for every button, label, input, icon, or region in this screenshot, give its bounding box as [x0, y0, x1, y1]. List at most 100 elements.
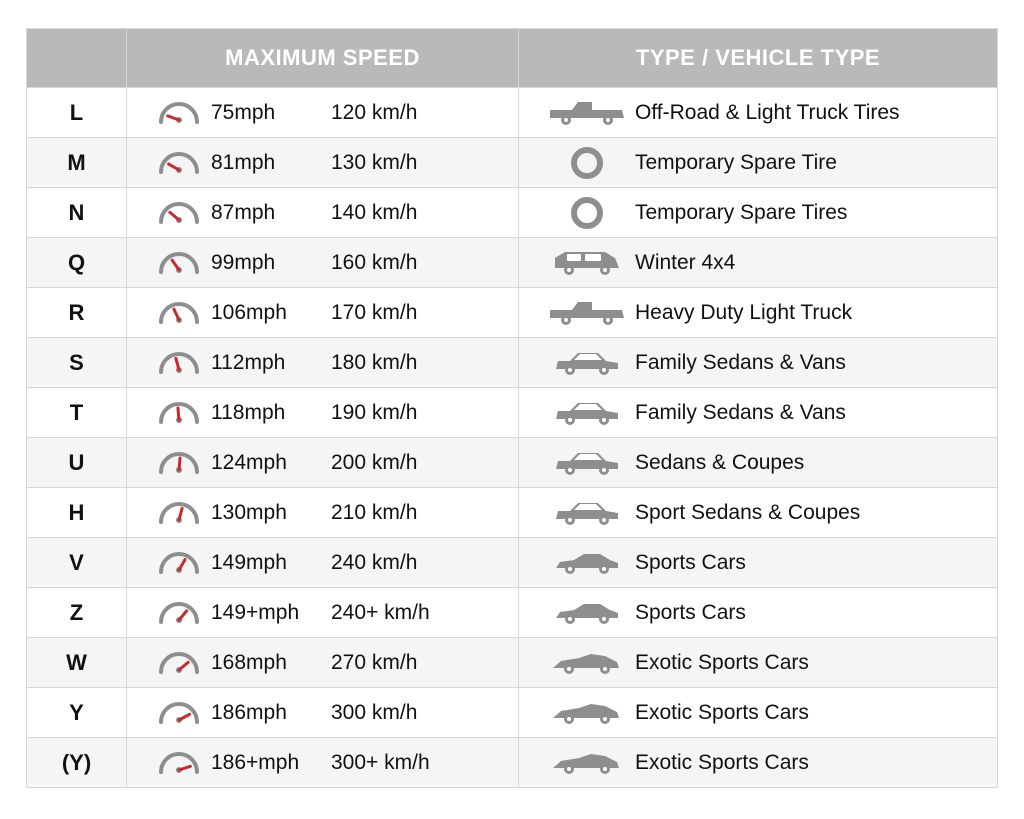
speed-mph: 106mph — [211, 301, 331, 325]
table-row: H 130mph 210 km/h Sport Sedans & Coupes — [27, 487, 997, 537]
type-cell: Family Sedans & Vans — [519, 388, 997, 437]
table-row: V 149mph 240 km/h Sports Cars — [27, 537, 997, 587]
gauge-icon — [147, 550, 211, 576]
vehicle-type-label: Family Sedans & Vans — [635, 351, 846, 375]
speed-kmh: 120 km/h — [331, 101, 417, 125]
rating-code: V — [27, 538, 127, 587]
vehicle-type-label: Sports Cars — [635, 551, 746, 575]
gauge-icon — [147, 150, 211, 176]
type-cell: Sports Cars — [519, 538, 997, 587]
table-row: R 106mph 170 km/h Heavy Duty Light Truck — [27, 287, 997, 337]
speed-mph: 130mph — [211, 501, 331, 525]
type-cell: Temporary Spare Tire — [519, 138, 997, 187]
speed-kmh: 200 km/h — [331, 451, 417, 475]
speed-cell: 118mph 190 km/h — [127, 388, 519, 437]
table-row: L 75mph 120 km/h Off-Road & Light Truck … — [27, 87, 997, 137]
speed-mph: 124mph — [211, 451, 331, 475]
vehicle-icon — [539, 98, 635, 128]
speed-cell: 106mph 170 km/h — [127, 288, 519, 337]
speed-cell: 149mph 240 km/h — [127, 538, 519, 587]
type-cell: Temporary Spare Tires — [519, 188, 997, 237]
speed-kmh: 240+ km/h — [331, 601, 430, 625]
vehicle-icon — [539, 196, 635, 230]
rating-code: N — [27, 188, 127, 237]
vehicle-type-label: Off-Road & Light Truck Tires — [635, 101, 900, 125]
vehicle-type-label: Exotic Sports Cars — [635, 701, 809, 725]
table-row: S 112mph 180 km/h Family Sedans & Vans — [27, 337, 997, 387]
vehicle-type-label: Exotic Sports Cars — [635, 751, 809, 775]
vehicle-icon — [539, 248, 635, 278]
speed-mph: 87mph — [211, 201, 331, 225]
gauge-icon — [147, 750, 211, 776]
gauge-icon — [147, 100, 211, 126]
vehicle-icon — [539, 146, 635, 180]
gauge-icon — [147, 450, 211, 476]
speed-kmh: 300 km/h — [331, 701, 417, 725]
type-cell: Sports Cars — [519, 588, 997, 637]
vehicle-icon — [539, 298, 635, 328]
type-cell: Family Sedans & Vans — [519, 338, 997, 387]
vehicle-type-label: Family Sedans & Vans — [635, 401, 846, 425]
table-row: Q 99mph 160 km/h Winter 4x4 — [27, 237, 997, 287]
header-type: TYPE / VEHICLE TYPE — [519, 29, 997, 87]
rating-code: T — [27, 388, 127, 437]
rating-code: S — [27, 338, 127, 387]
speed-kmh: 140 km/h — [331, 201, 417, 225]
speed-kmh: 190 km/h — [331, 401, 417, 425]
type-cell: Off-Road & Light Truck Tires — [519, 88, 997, 137]
speed-kmh: 240 km/h — [331, 551, 417, 575]
speed-cell: 168mph 270 km/h — [127, 638, 519, 687]
speed-cell: 81mph 130 km/h — [127, 138, 519, 187]
speed-kmh: 180 km/h — [331, 351, 417, 375]
gauge-icon — [147, 700, 211, 726]
speed-mph: 149mph — [211, 551, 331, 575]
speed-mph: 112mph — [211, 351, 331, 375]
vehicle-type-label: Sedans & Coupes — [635, 451, 804, 475]
speed-cell: 75mph 120 km/h — [127, 88, 519, 137]
rating-code: U — [27, 438, 127, 487]
speed-cell: 112mph 180 km/h — [127, 338, 519, 387]
header-speed: MAXIMUM SPEED — [127, 29, 519, 87]
rating-code: H — [27, 488, 127, 537]
speed-cell: 99mph 160 km/h — [127, 238, 519, 287]
header-code — [27, 29, 127, 87]
speed-kmh: 300+ km/h — [331, 751, 430, 775]
type-cell: Exotic Sports Cars — [519, 688, 997, 737]
speed-rating-table: MAXIMUM SPEED TYPE / VEHICLE TYPE L 75mp… — [26, 28, 998, 788]
rating-code: R — [27, 288, 127, 337]
vehicle-icon — [539, 751, 635, 775]
rating-code: L — [27, 88, 127, 137]
gauge-icon — [147, 200, 211, 226]
rating-code: Q — [27, 238, 127, 287]
type-cell: Exotic Sports Cars — [519, 738, 997, 787]
vehicle-type-label: Sport Sedans & Coupes — [635, 501, 860, 525]
speed-mph: 168mph — [211, 651, 331, 675]
vehicle-type-label: Temporary Spare Tire — [635, 151, 837, 175]
type-cell: Heavy Duty Light Truck — [519, 288, 997, 337]
rating-code: M — [27, 138, 127, 187]
speed-mph: 81mph — [211, 151, 331, 175]
rating-code: Y — [27, 688, 127, 737]
speed-mph: 186mph — [211, 701, 331, 725]
gauge-icon — [147, 350, 211, 376]
gauge-icon — [147, 400, 211, 426]
speed-cell: 130mph 210 km/h — [127, 488, 519, 537]
speed-kmh: 160 km/h — [331, 251, 417, 275]
speed-cell: 149+mph 240+ km/h — [127, 588, 519, 637]
vehicle-type-label: Sports Cars — [635, 601, 746, 625]
speed-mph: 186+mph — [211, 751, 331, 775]
rating-code: Z — [27, 588, 127, 637]
vehicle-icon — [539, 701, 635, 725]
gauge-icon — [147, 650, 211, 676]
gauge-icon — [147, 250, 211, 276]
vehicle-type-label: Winter 4x4 — [635, 251, 735, 275]
gauge-icon — [147, 500, 211, 526]
speed-cell: 186mph 300 km/h — [127, 688, 519, 737]
table-row: Y 186mph 300 km/h Exotic Sports Cars — [27, 687, 997, 737]
vehicle-icon — [539, 600, 635, 626]
vehicle-icon — [539, 399, 635, 427]
speed-mph: 75mph — [211, 101, 331, 125]
speed-mph: 149+mph — [211, 601, 331, 625]
table-row: M 81mph 130 km/h Temporary Spare Tire — [27, 137, 997, 187]
table-row: W 168mph 270 km/h Exotic Sports Cars — [27, 637, 997, 687]
